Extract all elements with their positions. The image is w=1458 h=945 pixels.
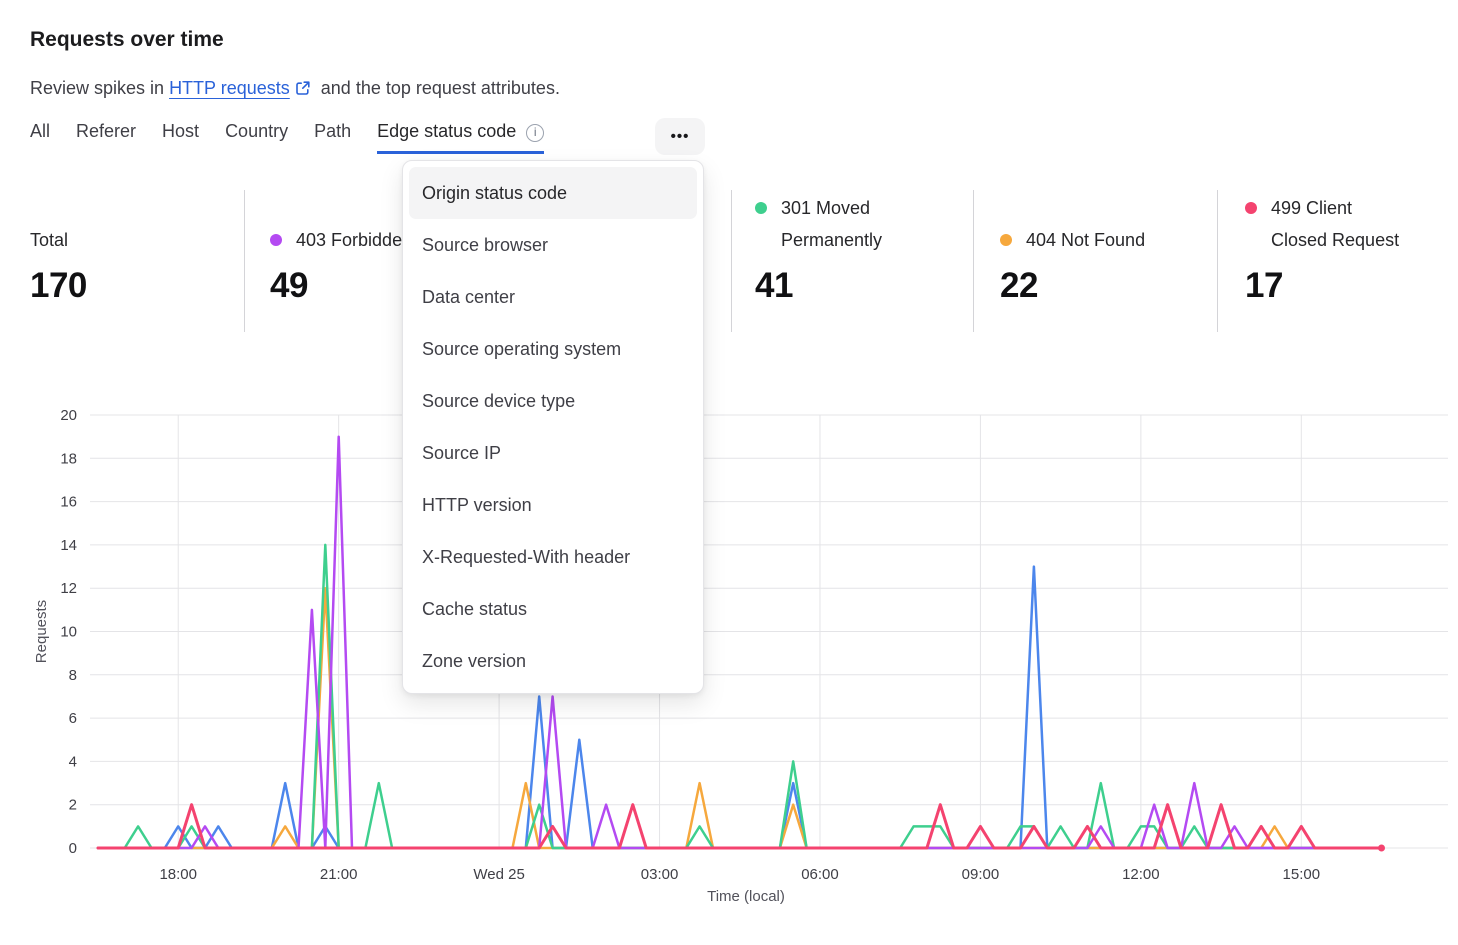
- series-line-301-moved-permanently: [96, 543, 1383, 850]
- menu-item-x-requested-with-header[interactable]: X-Requested-With header: [422, 547, 631, 567]
- menu-item-data-center[interactable]: Data center: [422, 287, 516, 307]
- tab-all[interactable]: All: [30, 121, 51, 141]
- stat-label: 301 Moved Permanently: [755, 192, 897, 256]
- info-icon[interactable]: i: [526, 124, 545, 142]
- y-tick-label: 4: [69, 753, 77, 770]
- stat-label: 499 Client Closed Request: [1245, 192, 1405, 256]
- stat-label: Total: [30, 230, 69, 250]
- x-tick-label: 06:00: [801, 866, 839, 883]
- x-tick-label: 18:00: [159, 866, 197, 883]
- stat-value: 170: [30, 266, 87, 305]
- x-tick-label: 12:00: [1122, 866, 1160, 883]
- tab-path[interactable]: Path: [314, 121, 352, 141]
- more-tabs-button[interactable]: •••: [655, 118, 705, 155]
- y-tick-label: 0: [69, 840, 77, 857]
- tab-host[interactable]: Host: [162, 121, 200, 141]
- y-tick-label: 16: [60, 494, 77, 511]
- stat-value: 22: [1000, 266, 1038, 305]
- y-tick-label: 18: [60, 450, 77, 467]
- stat-value: 17: [1245, 266, 1283, 305]
- stat-403-forbidden: 403 Forbidden 49: [270, 190, 412, 306]
- x-tick-label: 09:00: [962, 866, 1000, 883]
- stat-label: 403 Forbidden: [270, 224, 412, 256]
- tab-edge-status-code[interactable]: Edge status code i: [377, 121, 545, 154]
- y-tick-label: 14: [60, 537, 77, 554]
- menu-item-http-version[interactable]: HTTP version: [422, 495, 532, 515]
- x-tick-label: 03:00: [641, 866, 679, 883]
- series-line-403-forbidden: [96, 435, 1383, 850]
- stat-301-moved-permanently: 301 Moved Permanently 41: [755, 190, 897, 306]
- series-dot-301: [755, 202, 767, 214]
- subtitle-suffix: and the top request attributes.: [315, 78, 560, 98]
- menu-item-source-ip[interactable]: Source IP: [422, 443, 502, 463]
- y-tick-label: 2: [69, 797, 77, 814]
- stat-499-client-closed-request: 499 Client Closed Request 17: [1245, 190, 1405, 306]
- tab-country[interactable]: Country: [225, 121, 289, 141]
- subtitle-prefix: Review spikes in: [30, 78, 170, 98]
- stat-divider: [731, 190, 732, 332]
- stat-divider: [1217, 190, 1218, 332]
- stat-divider: [244, 190, 245, 332]
- subtitle: Review spikes in HTTP requests and the t…: [30, 78, 560, 101]
- stat-total: Total 170: [30, 190, 87, 306]
- requests-over-time-chart[interactable]: 0 2 4 6 8 10 12 14 16 18 20 18:00 21:00 Wed 25 03:00 06…: [0, 400, 1458, 940]
- attribute-dropdown-menu: Origin status code Source browser Data cen…: [402, 160, 704, 694]
- menu-item-source-device-type[interactable]: Source device type: [422, 391, 576, 411]
- x-tick-label: Wed 25: [473, 866, 524, 883]
- y-tick-label: 6: [69, 710, 77, 727]
- y-tick-label: 10: [60, 624, 77, 641]
- y-tick-label: 12: [60, 580, 77, 597]
- x-axis-label: Time (local): [707, 888, 785, 905]
- http-requests-link[interactable]: HTTP requests: [169, 78, 316, 98]
- x-tick-label: 15:00: [1283, 866, 1321, 883]
- menu-item-source-operating-system[interactable]: Source operating system: [422, 339, 622, 359]
- tab-referer[interactable]: Referer: [76, 121, 137, 141]
- y-tick-label: 20: [60, 407, 77, 424]
- series-dot-403: [270, 234, 282, 246]
- stat-404-not-found: 404 Not Found 22: [1000, 190, 1145, 306]
- stat-value: 41: [755, 266, 793, 305]
- menu-item-source-browser[interactable]: Source browser: [422, 235, 549, 255]
- y-tick-label: 8: [69, 667, 77, 684]
- series-dot-499: [1245, 202, 1257, 214]
- menu-item-cache-status[interactable]: Cache status: [422, 599, 528, 619]
- page-title: Requests over time: [30, 28, 224, 52]
- stat-value: 49: [270, 266, 308, 305]
- attribute-tabs: All Referer Host Country Path Edge status cod…: [30, 121, 545, 154]
- x-tick-label: 21:00: [320, 866, 358, 883]
- series-end-dot: [1378, 844, 1385, 852]
- stat-label: 404 Not Found: [1000, 224, 1145, 256]
- menu-item-origin-status-code[interactable]: Origin status code: [409, 167, 697, 219]
- series-dot-404: [1000, 234, 1012, 246]
- series-line-499-client-closed-request: [96, 803, 1383, 850]
- external-link-icon: [295, 80, 311, 101]
- stat-divider: [973, 190, 974, 332]
- y-axis-label: Requests: [33, 600, 50, 663]
- menu-item-zone-version[interactable]: Zone version: [422, 651, 527, 671]
